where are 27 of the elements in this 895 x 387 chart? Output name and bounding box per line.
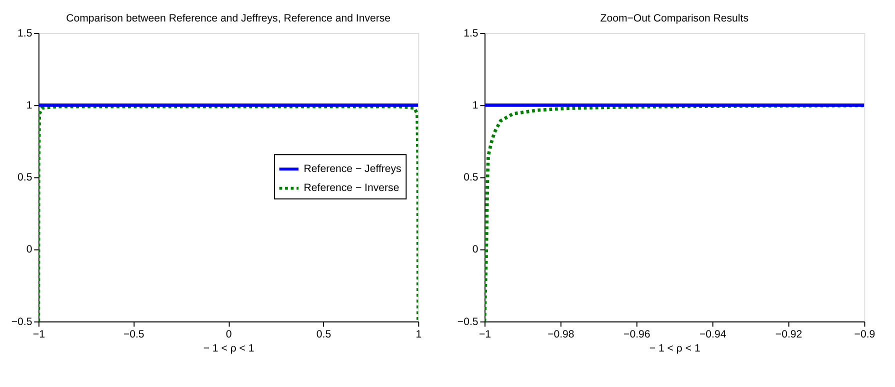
x-tick-label: 0 xyxy=(226,328,232,340)
legend-label: Reference − Jeffreys xyxy=(304,162,402,175)
x-axis-title: − 1 < ρ < 1 xyxy=(203,342,254,355)
x-axis-title: − 1 < ρ < 1 xyxy=(649,342,700,355)
y-tick-label: 0 xyxy=(472,244,478,256)
x-tick-label: −0.96 xyxy=(624,328,650,340)
chart-title: Zoom−Out Comparison Results xyxy=(600,12,748,24)
x-tick-label: −1 xyxy=(32,328,46,340)
y-tick-label: 0 xyxy=(26,244,32,256)
y-tick-label: −0.5 xyxy=(457,316,478,328)
y-tick-label: 1 xyxy=(472,99,478,112)
y-tick-label: 1.5 xyxy=(464,27,478,40)
x-tick-label: 1 xyxy=(416,328,422,340)
x-tick-label: −0.98 xyxy=(548,328,574,340)
x-tick-label: −0.5 xyxy=(123,328,144,340)
y-tick-label: 1 xyxy=(26,99,32,112)
y-tick-label: 0.5 xyxy=(18,172,32,184)
chart-title: Comparison between Reference and Jeffreys, Reference and Inverse xyxy=(66,12,391,24)
x-tick-label: −0.9 xyxy=(854,328,876,340)
legend-label: Reference − Inverse xyxy=(304,182,400,194)
x-tick-label: −0.92 xyxy=(775,328,802,340)
x-tick-label: −1 xyxy=(478,328,492,340)
x-tick-label: 0.5 xyxy=(316,328,332,340)
y-tick-label: −0.5 xyxy=(11,316,32,328)
x-tick-label: −0.94 xyxy=(699,328,726,340)
y-tick-label: 1.5 xyxy=(18,27,32,40)
y-tick-label: 0.5 xyxy=(464,172,478,184)
